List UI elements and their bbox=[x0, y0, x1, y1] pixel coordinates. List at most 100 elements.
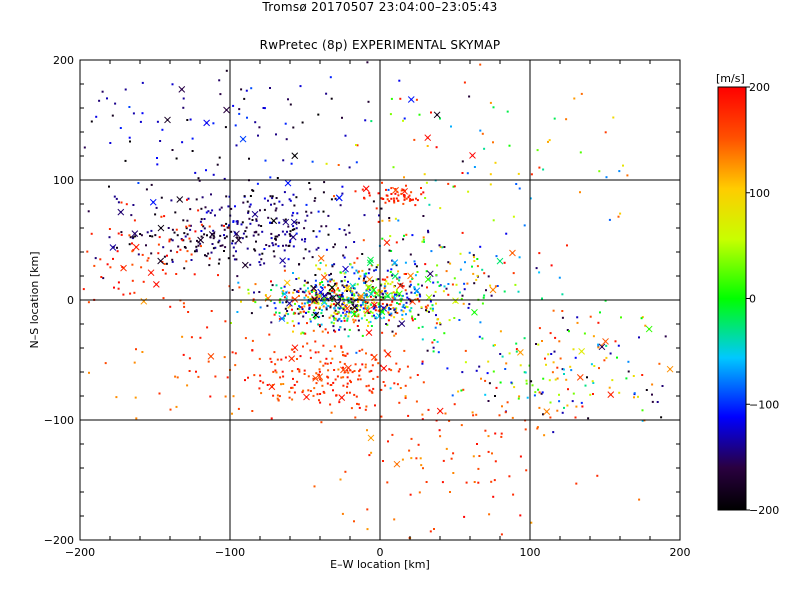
scatter-point bbox=[465, 481, 468, 484]
scatter-point bbox=[552, 361, 555, 364]
scatter-point bbox=[380, 296, 383, 299]
scatter-point bbox=[210, 310, 213, 312]
scatter-point bbox=[355, 144, 357, 146]
scatter-point bbox=[386, 269, 389, 272]
scatter-point bbox=[353, 293, 355, 295]
scatter-point bbox=[343, 319, 346, 322]
scatter-point bbox=[289, 230, 292, 233]
scatter-point bbox=[340, 376, 343, 379]
scatter-point bbox=[475, 278, 478, 281]
scatter-cross bbox=[436, 407, 444, 415]
scatter-point bbox=[346, 352, 349, 355]
scatter-point bbox=[395, 293, 398, 296]
scatter-point bbox=[255, 218, 258, 221]
scatter-point bbox=[415, 400, 418, 403]
scatter-point bbox=[313, 290, 316, 293]
scatter-point bbox=[189, 240, 192, 243]
scatter-point bbox=[462, 388, 465, 391]
y-tick-label: 200 bbox=[53, 54, 74, 67]
scatter-point bbox=[349, 300, 351, 303]
scatter-point bbox=[404, 289, 407, 292]
scatter-point bbox=[188, 224, 191, 227]
scatter-point bbox=[284, 356, 287, 359]
scatter-point bbox=[367, 288, 370, 291]
scatter-point bbox=[251, 349, 254, 352]
scatter-point bbox=[605, 344, 608, 347]
scatter-point bbox=[173, 231, 176, 234]
scatter-point bbox=[162, 246, 165, 249]
scatter-point bbox=[197, 375, 200, 378]
colorbar-tick-label: −100 bbox=[749, 398, 779, 411]
scatter-point bbox=[361, 301, 364, 304]
scatter-point bbox=[232, 254, 235, 257]
scatter-cross bbox=[290, 218, 298, 226]
scatter-point bbox=[284, 122, 287, 125]
scatter-point bbox=[443, 246, 446, 248]
scatter-point bbox=[347, 280, 349, 283]
scatter-point bbox=[500, 435, 503, 438]
scatter-point bbox=[504, 368, 507, 370]
scatter-point bbox=[226, 376, 229, 379]
scatter-point bbox=[625, 377, 628, 380]
scatter-point bbox=[426, 349, 429, 352]
scatter-point bbox=[393, 199, 396, 202]
scatter-point bbox=[368, 370, 371, 373]
scatter-point bbox=[651, 383, 654, 386]
scatter-point bbox=[284, 307, 287, 310]
scatter-point bbox=[168, 238, 171, 241]
scatter-point bbox=[209, 236, 212, 239]
scatter-point bbox=[175, 157, 178, 160]
scatter-point bbox=[308, 182, 311, 184]
scatter-point bbox=[377, 302, 380, 305]
scatter-point bbox=[357, 378, 360, 381]
scatter-point bbox=[106, 97, 108, 100]
scatter-point bbox=[134, 235, 137, 238]
scatter-point bbox=[393, 308, 396, 311]
scatter-point bbox=[330, 411, 333, 414]
scatter-point bbox=[254, 249, 257, 252]
scatter-point bbox=[246, 116, 248, 119]
scatter-point bbox=[315, 306, 318, 309]
scatter-point bbox=[282, 244, 284, 247]
scatter-cross bbox=[149, 198, 157, 206]
scatter-point bbox=[420, 464, 423, 467]
scatter-point bbox=[388, 219, 391, 222]
scatter-point bbox=[313, 301, 316, 304]
scatter-point bbox=[432, 294, 435, 297]
scatter-point bbox=[489, 101, 492, 104]
scatter-point bbox=[322, 305, 325, 308]
scatter-point bbox=[389, 387, 392, 390]
scatter-point bbox=[447, 283, 450, 285]
scatter-point bbox=[243, 195, 246, 198]
scatter-point bbox=[302, 345, 304, 348]
scatter-point bbox=[423, 240, 425, 243]
scatter-cross bbox=[311, 295, 318, 302]
scatter-point bbox=[627, 370, 630, 373]
scatter-point bbox=[347, 371, 350, 374]
scatter-point bbox=[461, 371, 464, 374]
scatter-point bbox=[317, 246, 320, 249]
scatter-point bbox=[270, 321, 273, 324]
scatter-point bbox=[241, 237, 244, 240]
scatter-point bbox=[276, 235, 279, 238]
scatter-point bbox=[244, 337, 247, 340]
scatter-point bbox=[207, 360, 210, 363]
scatter-point bbox=[206, 326, 209, 329]
scatter-point bbox=[149, 235, 152, 237]
scatter-point bbox=[195, 198, 198, 201]
scatter-point bbox=[414, 263, 417, 266]
scatter-point bbox=[156, 157, 158, 159]
scatter-point bbox=[301, 308, 304, 310]
scatter-cross bbox=[433, 111, 441, 119]
scatter-point bbox=[376, 264, 379, 267]
scatter-point bbox=[101, 90, 104, 93]
scatter-point bbox=[484, 379, 487, 382]
scatter-cross bbox=[407, 96, 415, 103]
scatter-point bbox=[381, 197, 384, 200]
scatter-point bbox=[548, 139, 551, 142]
scatter-point bbox=[508, 475, 511, 478]
scatter-point bbox=[334, 309, 337, 312]
scatter-point bbox=[305, 281, 308, 284]
scatter-point bbox=[326, 298, 329, 300]
scatter-point bbox=[425, 270, 428, 273]
